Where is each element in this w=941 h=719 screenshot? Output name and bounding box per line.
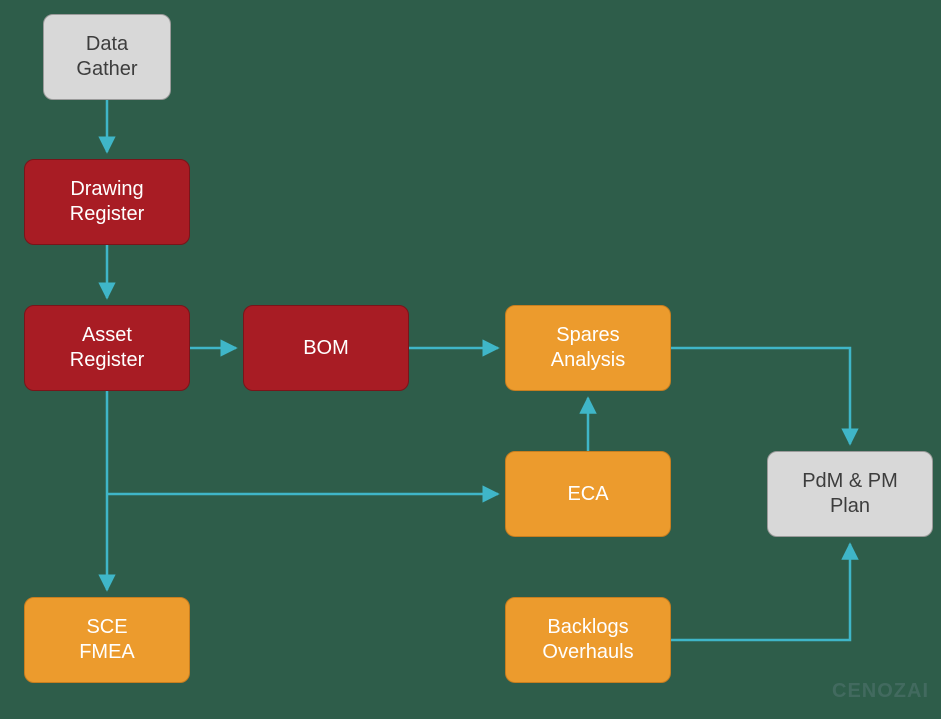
node-eca: ECA xyxy=(505,451,671,537)
node-sce-fmea: SCE FMEA xyxy=(24,597,190,683)
node-label: Asset Register xyxy=(70,323,144,373)
watermark-text: CENOZAI xyxy=(832,680,929,703)
node-bom: BOM xyxy=(243,305,409,391)
edge-e9 xyxy=(671,544,850,640)
node-label: Spares Analysis xyxy=(551,323,625,373)
node-label: ECA xyxy=(567,482,608,507)
node-label: Backlogs Overhauls xyxy=(542,615,633,665)
node-spares: Spares Analysis xyxy=(505,305,671,391)
node-label: Drawing Register xyxy=(70,177,144,227)
node-backlogs: Backlogs Overhauls xyxy=(505,597,671,683)
node-data-gather: Data Gather xyxy=(43,14,171,100)
node-drawing-reg: Drawing Register xyxy=(24,159,190,245)
node-label: SCE FMEA xyxy=(79,615,135,665)
node-label: Data Gather xyxy=(76,32,137,82)
node-label: PdM & PM Plan xyxy=(802,469,898,519)
node-asset-reg: Asset Register xyxy=(24,305,190,391)
edge-e8 xyxy=(671,348,850,444)
node-pdm-pm: PdM & PM Plan xyxy=(767,451,933,537)
node-label: BOM xyxy=(303,336,349,361)
